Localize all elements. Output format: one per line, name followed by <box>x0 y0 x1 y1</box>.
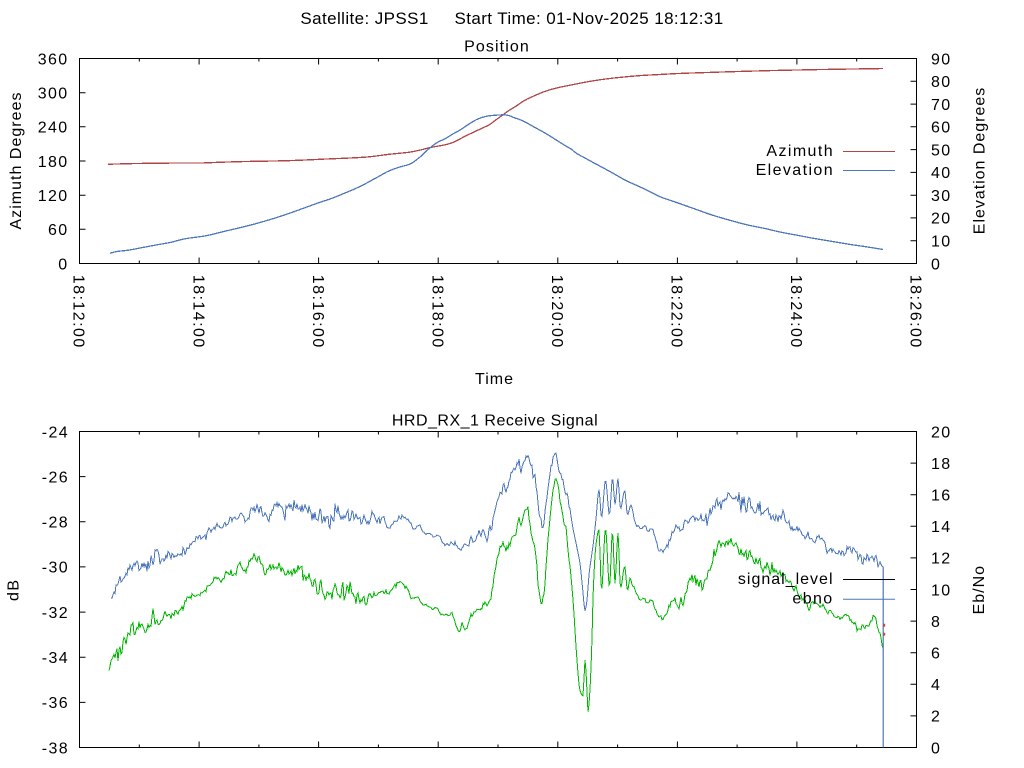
svg-text:-26: -26 <box>42 469 69 486</box>
svg-text:-24: -24 <box>42 424 69 441</box>
svg-text:8: 8 <box>931 614 941 631</box>
svg-text:signal_level: signal_level <box>738 571 834 588</box>
svg-text:4: 4 <box>931 677 941 694</box>
svg-text:90: 90 <box>931 51 952 68</box>
svg-text:0: 0 <box>931 256 941 273</box>
svg-text:ebno: ebno <box>792 590 833 607</box>
svg-text:-38: -38 <box>42 740 69 757</box>
svg-text:Azimuth: Azimuth <box>766 143 834 160</box>
svg-text:20: 20 <box>931 424 952 441</box>
svg-text:18:12:00: 18:12:00 <box>70 275 87 349</box>
svg-text:18:16:00: 18:16:00 <box>309 275 326 349</box>
svg-text:18:20:00: 18:20:00 <box>548 275 565 349</box>
svg-text:6: 6 <box>931 646 941 663</box>
svg-text:180: 180 <box>38 154 69 171</box>
svg-text:18:22:00: 18:22:00 <box>668 275 685 349</box>
svg-text:18:26:00: 18:26:00 <box>907 275 924 349</box>
svg-text:60: 60 <box>48 222 69 239</box>
svg-text:0: 0 <box>58 256 68 273</box>
svg-text:0: 0 <box>931 740 941 757</box>
svg-text:Elevation: Elevation <box>756 162 834 179</box>
svg-text:10: 10 <box>931 582 952 599</box>
svg-text:14: 14 <box>931 519 952 536</box>
svg-text:16: 16 <box>931 488 952 505</box>
svg-text:-34: -34 <box>42 650 69 667</box>
svg-text:-30: -30 <box>42 560 69 577</box>
svg-text:2: 2 <box>931 709 941 726</box>
svg-text:240: 240 <box>38 120 69 137</box>
svg-text:20: 20 <box>931 211 952 228</box>
svg-text:18:24:00: 18:24:00 <box>787 275 804 349</box>
svg-text:60: 60 <box>931 120 952 137</box>
svg-text:10: 10 <box>931 234 952 251</box>
svg-text:30: 30 <box>931 188 952 205</box>
svg-text:dB: dB <box>5 578 22 601</box>
svg-text:Azimuth Degrees: Azimuth Degrees <box>8 91 25 229</box>
svg-text:Time: Time <box>475 371 514 388</box>
svg-text:50: 50 <box>931 142 952 159</box>
svg-text:300: 300 <box>38 85 69 102</box>
svg-text:18:18:00: 18:18:00 <box>428 275 445 349</box>
svg-text:18:14:00: 18:14:00 <box>189 275 206 349</box>
svg-text:Satellite: JPSS1 Start Tim: Satellite: JPSS1 Start Time: 01-Nov-2025… <box>300 9 723 28</box>
svg-text:-28: -28 <box>42 515 69 532</box>
svg-text:-32: -32 <box>42 605 69 622</box>
svg-text:Position: Position <box>464 38 530 55</box>
svg-text:120: 120 <box>38 188 69 205</box>
svg-text:360: 360 <box>38 51 69 68</box>
svg-text:HRD_RX_1 Receive Signal: HRD_RX_1 Receive Signal <box>392 413 598 430</box>
svg-text:12: 12 <box>931 551 952 568</box>
svg-text:40: 40 <box>931 165 952 182</box>
svg-text:Elevation Degrees: Elevation Degrees <box>972 87 989 234</box>
svg-text:-36: -36 <box>42 695 69 712</box>
svg-text:Eb/No: Eb/No <box>971 565 988 614</box>
svg-text:80: 80 <box>931 74 952 91</box>
svg-text:70: 70 <box>931 97 952 114</box>
svg-text:18: 18 <box>931 456 952 473</box>
